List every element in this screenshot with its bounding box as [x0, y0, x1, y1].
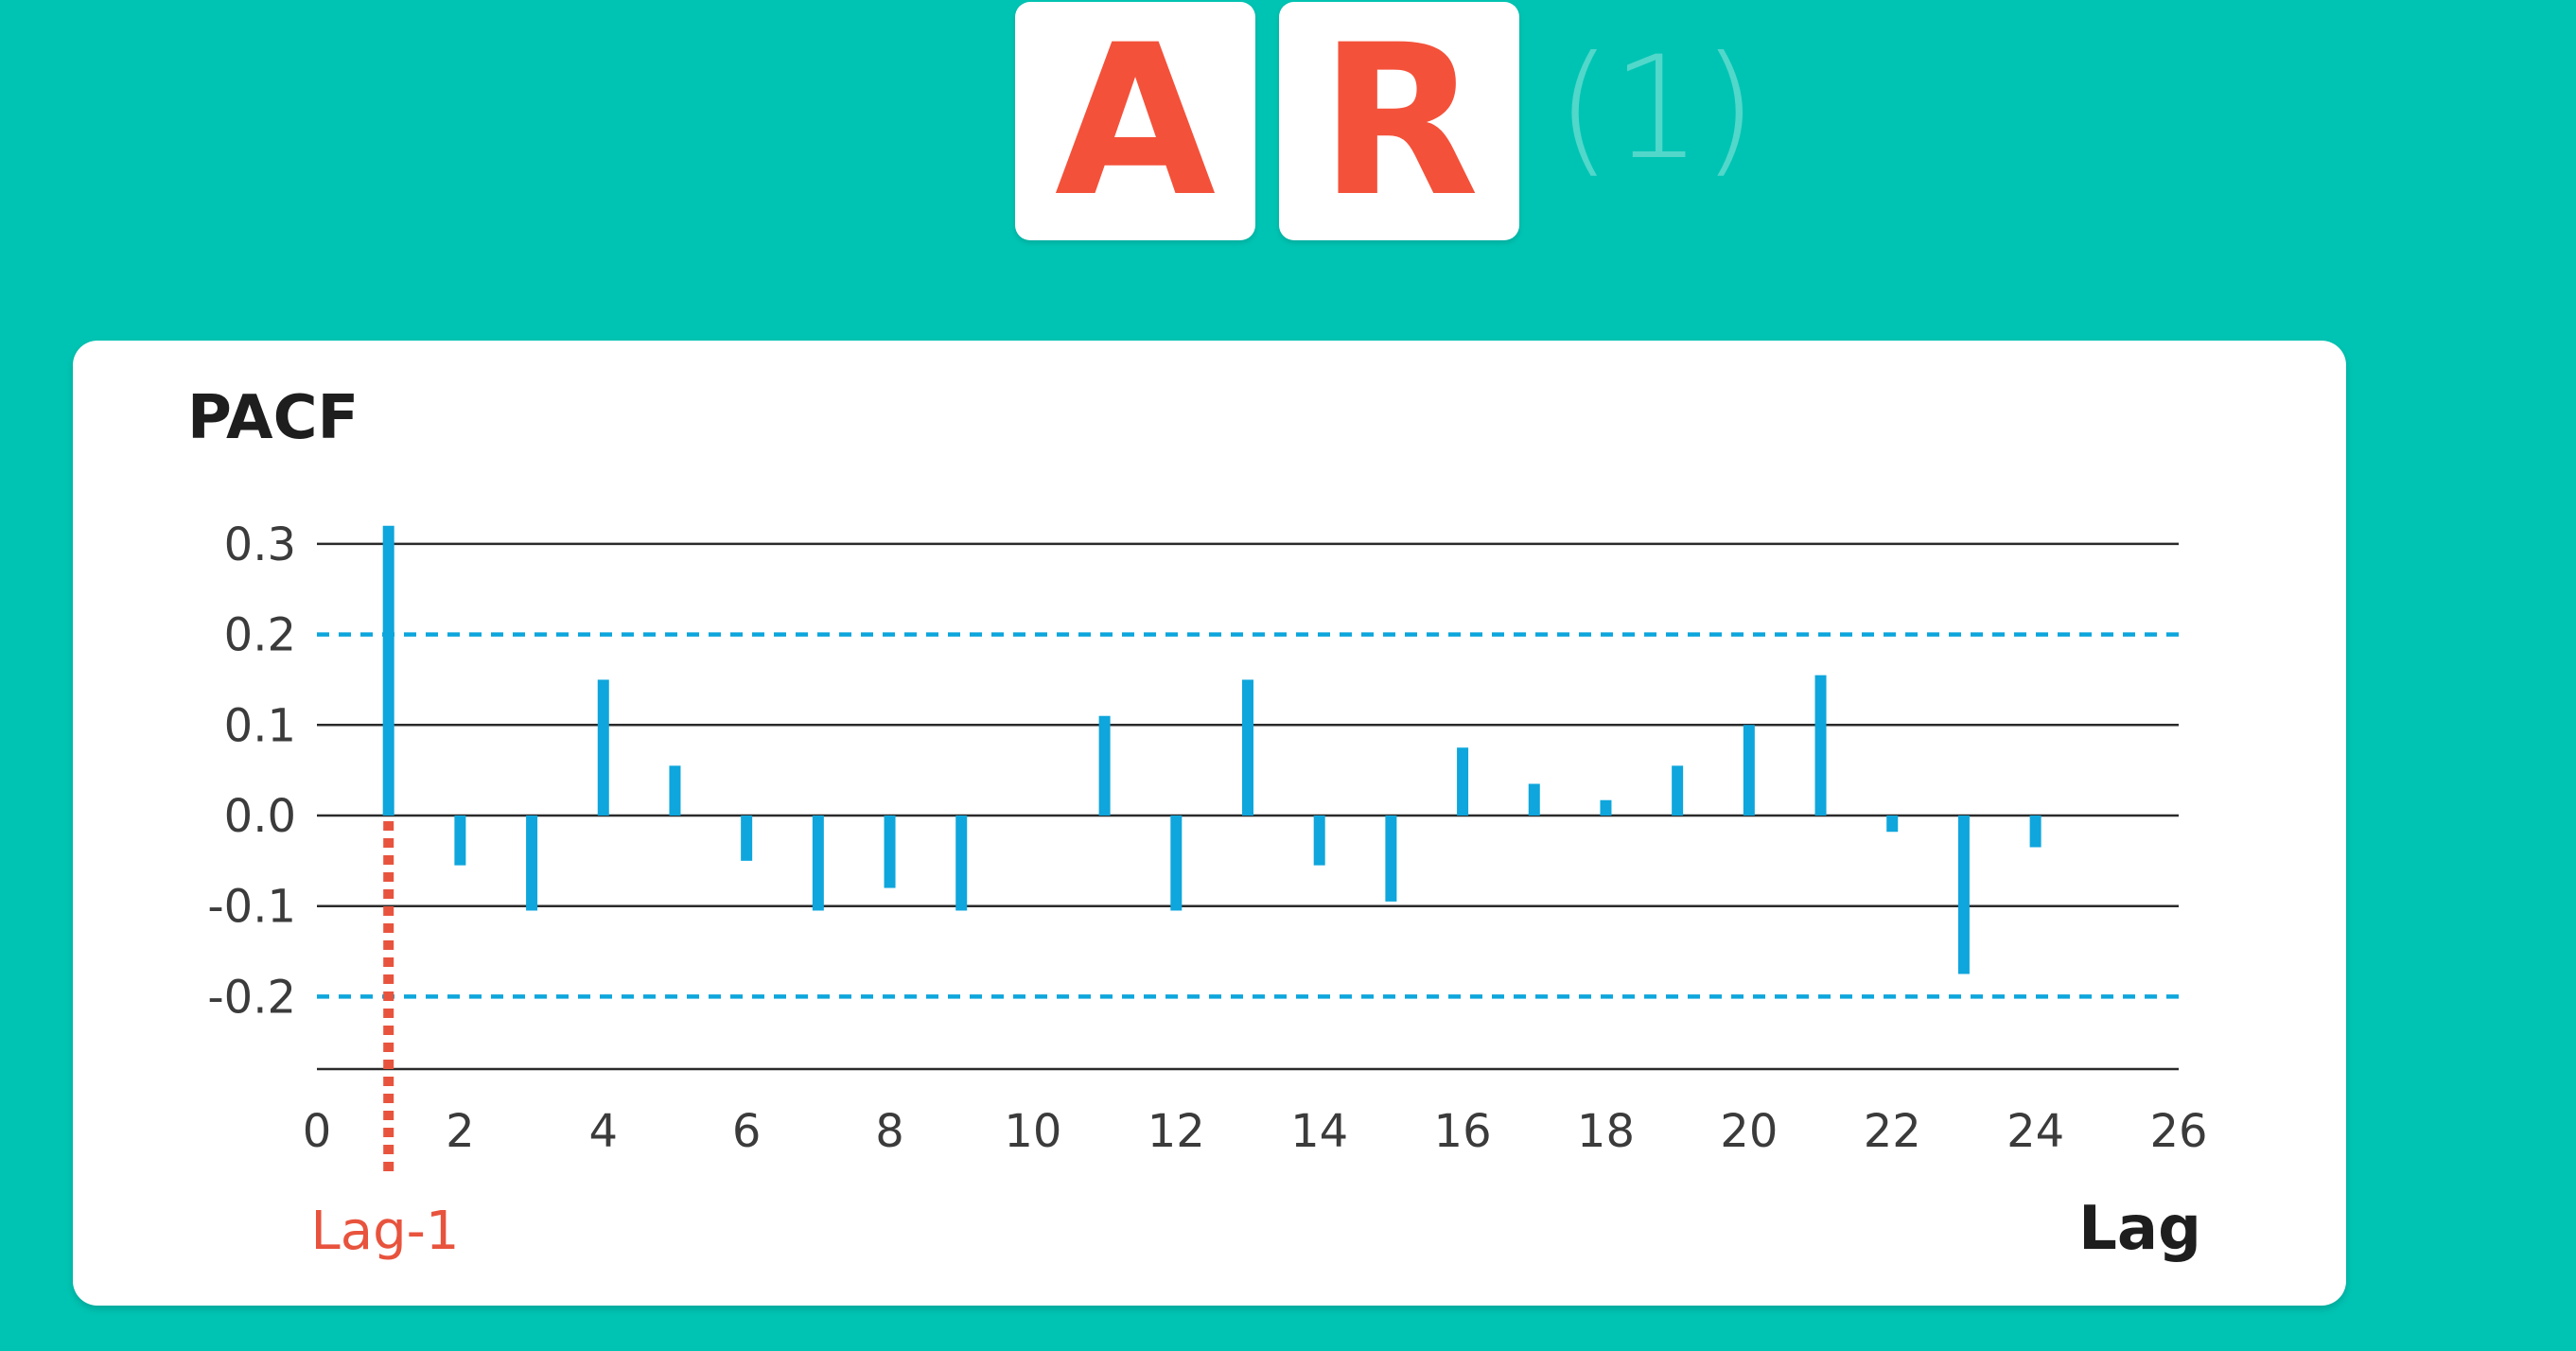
y-tick-label: 0.0	[224, 790, 296, 843]
pacf-chart-card: PACF Lag Lag-1 0.3 0.2 0.1 0.0 -0.1 -0.2 0 2 4 6 8…	[73, 341, 2346, 1306]
x-tick-label: 24	[2006, 1105, 2064, 1158]
x-tick-label: 14	[1290, 1105, 1348, 1158]
pacf-bar	[1313, 816, 1325, 866]
x-tick-label: 16	[1434, 1105, 1492, 1158]
pacf-bar	[1814, 675, 1827, 816]
y-tick-label: 0.3	[224, 518, 296, 571]
model-order: (1)	[1556, 26, 1758, 191]
letter-r: R	[1319, 0, 1480, 242]
pacf-bar	[2029, 816, 2042, 848]
x-tick-label: 26	[2149, 1105, 2207, 1158]
x-tick-label: 6	[732, 1105, 762, 1158]
pacf-bar	[1170, 816, 1183, 911]
x-tick-label: 2	[446, 1105, 475, 1158]
pacf-bar	[955, 816, 968, 911]
pacf-bar	[741, 816, 753, 861]
y-tick-label: -0.1	[207, 881, 296, 934]
letter-tile-r: R	[1279, 2, 1519, 240]
pacf-bar	[1242, 679, 1253, 816]
pacf-bar	[1672, 765, 1684, 816]
letter-tile-a: A	[1015, 2, 1255, 240]
pacf-bar	[1457, 747, 1469, 816]
pacf-bar	[382, 525, 394, 816]
y-tick-label: -0.2	[207, 971, 296, 1024]
lag-1-label: Lag-1	[311, 1201, 460, 1262]
x-tick-label: 22	[1864, 1105, 1921, 1158]
pacf-bar	[454, 816, 466, 866]
x-tick-label: 8	[875, 1105, 904, 1158]
pacf-bar	[1600, 799, 1612, 816]
y-axis-label: PACF	[187, 383, 359, 453]
pacf-bar	[884, 816, 896, 888]
pacf-bar	[526, 816, 538, 911]
title-row: A R (1)	[0, 0, 2576, 255]
x-tick-label: 10	[1004, 1105, 1061, 1158]
pacf-bar	[1098, 715, 1111, 816]
pacf-bar	[669, 765, 681, 816]
pacf-bar	[1886, 816, 1899, 833]
pacf-bar	[1957, 816, 1970, 974]
pacf-bar	[597, 679, 609, 816]
x-tick-label: 0	[303, 1105, 332, 1158]
y-tick-label: 0.1	[224, 699, 296, 752]
x-axis-label: Lag	[2078, 1194, 2201, 1264]
pacf-bar	[1528, 783, 1540, 816]
x-tick-label: 4	[588, 1105, 618, 1158]
letter-a: A	[1054, 0, 1217, 242]
y-tick-label: 0.2	[224, 609, 296, 662]
x-tick-label: 12	[1148, 1105, 1205, 1158]
pacf-bar	[1385, 816, 1397, 902]
x-tick-label: 20	[1720, 1105, 1778, 1158]
pacf-bar	[812, 816, 824, 911]
pacf-chart: PACF Lag Lag-1 0.30.20.10.0-0.1-0.20 2 4 6 8…	[187, 383, 2208, 1264]
x-tick-label: 18	[1577, 1105, 1635, 1158]
pacf-bar	[1743, 725, 1755, 816]
